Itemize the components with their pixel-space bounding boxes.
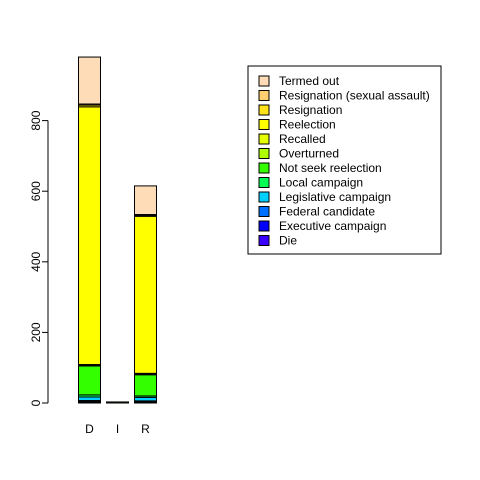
legend-swatch-10 [258,90,270,101]
y-tick-label: 0 [29,399,43,406]
y-tick-label: 800 [29,110,43,130]
legend-label-4: Local campaign [279,176,363,190]
bar-segment-R-11 [134,185,157,215]
bar-segment-D-8 [78,106,101,366]
legend-swatch-1 [258,220,270,232]
legend-swatch-3 [258,191,270,203]
bar-segment-D-11 [78,56,101,105]
y-axis: 0 200 400 600 800 [29,110,49,406]
legend-label-0: Die [279,234,297,248]
legend-swatch-0 [258,235,270,246]
legend-swatch-5 [258,162,270,174]
legend-label-8: Reelection [279,118,336,132]
legend-swatch-9 [258,104,270,116]
legend-label-6: Overturned [279,147,339,161]
legend-label-11: Termed out [279,74,340,88]
legend-swatch-6 [258,148,270,159]
legend-box [247,65,442,255]
legend-label-3: Legislative campaign [279,190,391,204]
legend-swatch-11 [258,75,270,87]
x-tick-label-D: D [85,422,94,436]
legend-label-5: Not seek reelection [279,161,382,175]
bar-segment-D-3 [78,396,101,402]
bar-segment-R-5 [134,374,157,397]
bars [78,56,157,404]
bar-segment-R-8 [134,215,157,374]
legend-label-2: Federal candidate [279,205,375,219]
legend-swatch-4 [258,177,270,188]
legend-label-7: Recalled [279,132,326,146]
y-tick-label: 400 [29,251,43,271]
y-tick-label: 600 [29,181,43,201]
legend-label-1: Executive campaign [279,219,386,233]
legend-label-10: Resignation (sexual assault) [279,89,430,103]
y-tick-label: 200 [29,322,43,342]
bar-segment-D-5 [78,365,101,396]
legend-label-9: Resignation [279,103,342,117]
legend-swatch-7 [258,133,270,145]
legend-swatch-2 [258,206,270,217]
x-tick-label-R: R [141,422,150,436]
x-tick-label-I: I [116,422,119,436]
legend-swatch-8 [258,119,270,130]
bar-segment-R-3 [134,396,157,402]
bar-segment-I-5 [106,401,129,404]
